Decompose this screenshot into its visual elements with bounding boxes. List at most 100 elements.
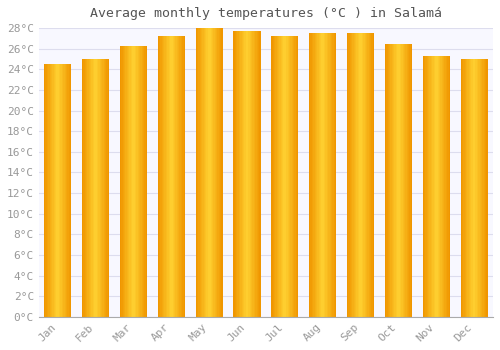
Bar [354,33,355,317]
Bar [402,43,404,317]
Bar [296,36,297,317]
Bar [464,59,466,317]
Bar [447,56,448,317]
Bar [132,46,134,317]
Bar [163,36,164,317]
Bar [486,59,488,317]
Bar [444,56,446,317]
Bar [70,64,71,317]
Bar [206,28,208,317]
Bar [482,59,484,317]
Bar [430,56,431,317]
Bar [135,46,136,317]
Bar [332,33,334,317]
Bar [435,56,436,317]
Bar [436,56,438,317]
Bar [442,56,443,317]
Bar [100,59,101,317]
Bar [212,28,213,317]
Bar [480,59,481,317]
Bar [463,59,464,317]
Bar [202,28,203,317]
Bar [288,36,289,317]
Bar [243,31,244,317]
Bar [428,56,430,317]
Bar [51,64,52,317]
Bar [477,59,478,317]
Bar [162,36,163,317]
Bar [136,46,138,317]
Bar [143,46,144,317]
Bar [282,36,284,317]
Bar [358,33,359,317]
Bar [281,36,282,317]
Bar [327,33,328,317]
Bar [164,36,166,317]
Bar [386,43,388,317]
Bar [236,31,238,317]
Bar [184,36,185,317]
Bar [246,31,247,317]
Bar [48,64,50,317]
Bar [405,43,406,317]
Bar [248,31,250,317]
Bar [280,36,281,317]
Bar [294,36,296,317]
Bar [406,43,408,317]
Bar [247,31,248,317]
Bar [310,33,312,317]
Bar [448,56,450,317]
Bar [62,64,63,317]
Bar [426,56,428,317]
Bar [285,36,286,317]
Bar [297,36,298,317]
Bar [476,59,477,317]
Bar [97,59,98,317]
Bar [167,36,168,317]
Bar [159,36,160,317]
Bar [272,36,274,317]
Bar [124,46,126,317]
Bar [460,59,462,317]
Bar [440,56,442,317]
Bar [58,64,59,317]
Bar [393,43,394,317]
Bar [140,46,141,317]
Bar [424,56,426,317]
Bar [210,28,212,317]
Bar [331,33,332,317]
Title: Average monthly temperatures (°C ) in Salamá: Average monthly temperatures (°C ) in Sa… [90,7,442,20]
Bar [160,36,162,317]
Bar [46,64,47,317]
Bar [322,33,324,317]
Bar [222,28,223,317]
Bar [434,56,435,317]
Bar [84,59,86,317]
Bar [470,59,472,317]
Bar [466,59,468,317]
Bar [309,33,310,317]
Bar [462,59,463,317]
Bar [166,36,167,317]
Bar [178,36,180,317]
Bar [208,28,209,317]
Bar [158,36,159,317]
Bar [238,31,239,317]
Bar [88,59,89,317]
Bar [351,33,352,317]
Bar [350,33,351,317]
Bar [364,33,366,317]
Bar [401,43,402,317]
Bar [242,31,243,317]
Bar [314,33,316,317]
Bar [373,33,374,317]
Bar [485,59,486,317]
Bar [68,64,70,317]
Bar [250,31,251,317]
Bar [328,33,330,317]
Bar [362,33,364,317]
Bar [360,33,362,317]
Bar [478,59,480,317]
Bar [408,43,410,317]
Bar [204,28,205,317]
